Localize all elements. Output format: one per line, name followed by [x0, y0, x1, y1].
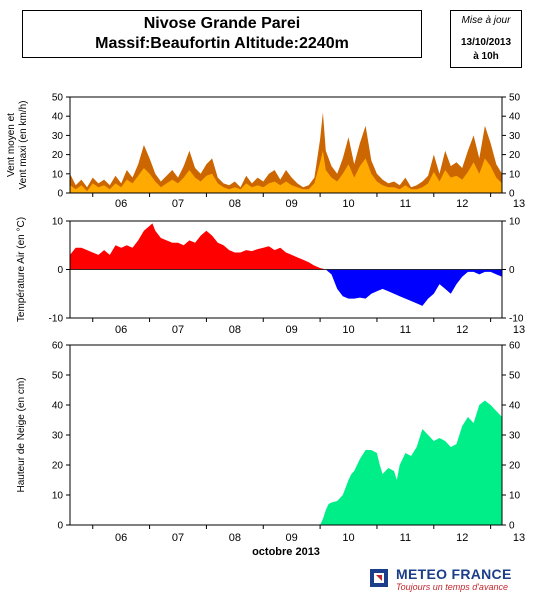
wind-ytick-label-left: 30 — [52, 131, 64, 142]
wind-xtick-label: 09 — [286, 198, 298, 210]
snow-xtick-label: 08 — [229, 532, 241, 544]
wind-plot-border — [69, 96, 503, 194]
snow-depth-area — [70, 400, 502, 525]
wind-ytick-label-left: 50 — [52, 93, 64, 104]
snow-ytick-label-right: 10 — [509, 491, 521, 502]
snow-xtick-label: 07 — [172, 532, 184, 544]
temperature-xtick-label: 08 — [229, 324, 241, 336]
temperature-negative-area — [70, 269, 502, 306]
wind-ylabel-line1: Vent moyen et — [6, 113, 17, 177]
snow-ytick-label-right: 0 — [509, 521, 515, 532]
temperature-xtick-label: 06 — [115, 324, 127, 336]
wind-mean-area — [70, 150, 502, 193]
logo-name: METEO FRANCE — [396, 566, 512, 582]
snow-xtick-label: 11 — [400, 532, 411, 544]
wind-xtick-label: 11 — [400, 198, 411, 210]
temperature-ytick-label-right: -10 — [509, 314, 524, 325]
temperature-ytick-label-left: 0 — [57, 265, 63, 276]
snow-ytick-label-left: 60 — [52, 341, 64, 352]
snow-ytick-label-left: 40 — [52, 401, 64, 412]
wind-ytick-label-left: 0 — [57, 189, 63, 200]
wind-xtick-label: 13 — [513, 198, 525, 210]
wind-ytick-label-right: 20 — [509, 150, 521, 161]
temperature-xtick-label: 09 — [286, 324, 298, 336]
title-box: Nivose Grande Parei Massif:Beaufortin Al… — [22, 10, 422, 58]
meteo-france-logo: METEO FRANCE Toujours un temps d'avance — [370, 566, 530, 592]
wind-ytick-label-left: 40 — [52, 112, 64, 123]
wind-ytick-label-right: 0 — [509, 189, 515, 200]
snow-ytick-label-right: 60 — [509, 341, 521, 352]
massif-altitude: Massif:Beaufortin Altitude:2240m — [95, 35, 349, 52]
temperature-positive-area — [70, 223, 502, 270]
wind-xtick-label: 08 — [229, 198, 241, 210]
wind-ytick-label-left: 10 — [52, 169, 64, 180]
charts: 0 0 10 10 20 20 30 30 40 40 50 50 06 07 08 09 10 11 12 13 Ve… — [6, 93, 525, 559]
temperature-ytick-label-right: 0 — [509, 265, 515, 276]
update-time: à 10h — [473, 51, 499, 62]
logo-tagline: Toujours un temps d'avance — [396, 582, 508, 592]
update-date: 13/10/2013 — [460, 37, 512, 48]
temperature-ytick-label-left: -10 — [49, 314, 64, 325]
snow-xlabel: octobre 2013 — [252, 546, 320, 558]
temperature-xtick-label: 12 — [456, 324, 468, 336]
wind-ylabel-line2: Vent maxi (en km/h) — [18, 101, 29, 190]
temperature-ytick-label-right: 10 — [509, 217, 521, 228]
snow-xtick-label: 10 — [342, 532, 354, 544]
wind-ytick-label-right: 30 — [509, 131, 521, 142]
wind-ytick-label-right: 40 — [509, 112, 521, 123]
temperature-xtick-label: 10 — [342, 324, 354, 336]
temperature-xtick-label: 07 — [172, 324, 184, 336]
snow-ytick-label-left: 50 — [52, 371, 64, 382]
temperature-ylabel: Température Air (en °C) — [16, 217, 27, 322]
snow-ytick-label-right: 30 — [509, 431, 521, 442]
temperature-ytick-label-left: 10 — [52, 217, 64, 228]
snow-ytick-label-left: 30 — [52, 431, 64, 442]
wind-xtick-label: 10 — [342, 198, 354, 210]
snow-ytick-label-left: 10 — [52, 491, 64, 502]
temperature-xtick-label: 13 — [513, 324, 525, 336]
update-label: Mise à jour — [461, 15, 511, 26]
snow-ytick-label-right: 20 — [509, 461, 521, 472]
wind-xtick-label: 12 — [456, 198, 468, 210]
snow-ytick-label-left: 0 — [57, 521, 63, 532]
wind-ytick-label-right: 10 — [509, 169, 521, 180]
snow-xtick-label: 09 — [286, 532, 298, 544]
update-box: Mise à jour 13/10/2013 à 10h — [450, 10, 522, 68]
snow-ytick-label-right: 40 — [509, 401, 521, 412]
wind-ytick-label-right: 50 — [509, 93, 521, 104]
snow-xtick-label: 12 — [456, 532, 468, 544]
station-title: Nivose Grande Parei — [143, 15, 301, 32]
wind-xtick-label: 07 — [172, 198, 184, 210]
snow-xtick-label: 06 — [115, 532, 127, 544]
wind-xtick-label: 06 — [115, 198, 127, 210]
snow-ytick-label-left: 20 — [52, 461, 64, 472]
snow-ytick-label-right: 50 — [509, 371, 521, 382]
meteo-france-logo-icon — [370, 569, 388, 587]
wind-ytick-label-left: 20 — [52, 150, 64, 161]
snow-xtick-label: 13 — [513, 532, 525, 544]
snow-ylabel: Hauteur de Neige (en cm) — [16, 377, 27, 492]
temperature-xtick-label: 11 — [400, 324, 411, 336]
